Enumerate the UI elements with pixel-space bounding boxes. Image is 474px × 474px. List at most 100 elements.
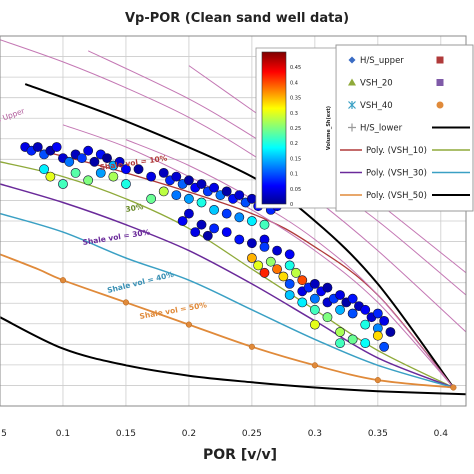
legend-item-12: Poly. (VSH_50) (340, 191, 427, 201)
data-point-64 (253, 260, 264, 271)
model-line-pink5 (125, 139, 454, 388)
legend-marker-triangle (348, 78, 356, 86)
x-tick-label-5: 0.3 (308, 429, 322, 439)
legend-label-0: H/S_upper (360, 56, 404, 66)
data-point-55 (221, 227, 232, 237)
data-point-100 (360, 338, 371, 348)
data-point-59 (259, 219, 270, 230)
colorbar: 0.45 0.4 0.35 0.3 0.25 0.2 0.15 0.1 0.05 0 Volume… (255, 47, 337, 209)
legend-marker-plus (348, 123, 356, 132)
legend-item-2: VSH_20 (348, 78, 393, 89)
colorbar-tick-2: 0.35 (290, 96, 301, 102)
data-point-106 (108, 171, 119, 182)
data-point-99 (347, 334, 358, 345)
data-point-21 (95, 167, 106, 178)
data-point-70 (291, 267, 301, 278)
plot-frame (0, 35, 467, 407)
model-line-pink4 (62, 124, 454, 388)
legend-label-8: Poly. (VSH_10) (366, 146, 427, 156)
data-point-30 (196, 179, 207, 189)
data-point-102 (272, 245, 282, 256)
data-point-20 (83, 175, 94, 186)
data-point-75 (309, 278, 320, 289)
colorbar-label: Volume_Sh(ext) (326, 106, 332, 150)
data-point-16 (121, 164, 131, 175)
data-point-95 (284, 290, 295, 300)
data-point-83 (347, 293, 358, 304)
data-point-94 (309, 304, 320, 315)
legend-marker-diamond (348, 56, 356, 64)
colorbar-tick-1: 0.4 (290, 80, 298, 86)
data-point-63 (246, 253, 257, 263)
data-point-65 (259, 267, 270, 278)
colorbar-tick-0: 0.45 (290, 65, 301, 71)
data-point-56 (158, 186, 169, 197)
colorbar-ticks: 0.45 0.4 0.35 0.3 0.25 0.2 0.15 0.1 0.05 0 (290, 65, 301, 208)
data-point-101 (379, 341, 390, 352)
data-point-69 (284, 260, 295, 271)
legend: H/S_upper VSH_20 VSH_40 H/S_lower Poly. (VSH… (335, 44, 474, 212)
model-marker-vsh50-6 (450, 384, 457, 391)
legend-marker-x (348, 101, 356, 109)
x-tick-label-1: 0.1 (56, 429, 70, 439)
data-point-97 (309, 319, 320, 330)
model-line-vsh30 (0, 183, 454, 389)
data-point-78 (309, 293, 320, 304)
data-point-77 (322, 282, 333, 293)
x-axis-ticks: 5 0.1 0.15 0.2 0.25 0.3 0.35 0.4 (1, 429, 448, 439)
colorbar-tick-7: 0.1 (290, 172, 298, 178)
data-point-28 (184, 175, 194, 186)
model-line-hs_lower (0, 316, 467, 396)
model-markers (59, 277, 457, 391)
data-point-87 (360, 304, 371, 315)
data-point-44 (196, 197, 207, 208)
data-point-96 (322, 312, 333, 323)
legend-item-0: H/S_upper (348, 56, 404, 66)
data-point-72 (284, 278, 295, 289)
data-point-85 (347, 308, 358, 319)
data-point-18 (58, 179, 68, 189)
data-point-34 (221, 186, 232, 197)
model-marker-vsh50-4 (311, 362, 318, 369)
colorbar-gradient (261, 51, 287, 205)
data-point-19 (39, 164, 49, 175)
data-point-47 (221, 208, 232, 219)
model-marker-vsh50-0 (59, 277, 67, 284)
data-point-46 (209, 204, 220, 215)
data-point-50 (177, 216, 188, 226)
legend-item-6: H/S_lower (348, 123, 403, 134)
data-point-67 (272, 264, 282, 274)
data-point-43 (184, 193, 194, 204)
x-axis-label: POR [v/v] (203, 447, 277, 463)
data-point-68 (278, 271, 289, 282)
data-point-53 (209, 223, 220, 234)
legend-item-4: VSH_40 (348, 101, 393, 111)
data-point-10 (83, 145, 94, 156)
data-point-107 (70, 167, 81, 178)
data-point-26 (171, 171, 182, 182)
legend-label-10: Poly. (VSH_30) (366, 169, 427, 179)
data-point-52 (190, 227, 201, 237)
model-marker-vsh50-2 (185, 321, 192, 328)
data-point-36 (234, 190, 245, 200)
x-tick-label-0: 5 (1, 429, 7, 439)
data-point-57 (146, 193, 157, 204)
data-point-2 (32, 142, 43, 152)
data-point-98 (335, 327, 345, 337)
annotation-30-green: 30% (125, 202, 145, 214)
legend-label-4: VSH_40 (360, 101, 393, 111)
chart-title: Vp-POR (Clean sand well data) (125, 11, 349, 26)
legend-marker-circle (436, 101, 444, 109)
legend-label-12: Poly. (VSH_50) (366, 191, 427, 201)
x-tick-label-4: 0.25 (242, 429, 262, 439)
model-line-vsh40 (0, 212, 454, 389)
x-tick-label-7: 0.4 (434, 429, 449, 439)
data-point-89 (372, 308, 383, 319)
data-point-58 (246, 216, 257, 226)
model-marker-vsh50-1 (122, 299, 129, 306)
legend-label-2: VSH_20 (360, 79, 393, 89)
data-point-103 (284, 249, 295, 260)
data-point-92 (379, 315, 390, 326)
data-point-9 (76, 153, 87, 163)
